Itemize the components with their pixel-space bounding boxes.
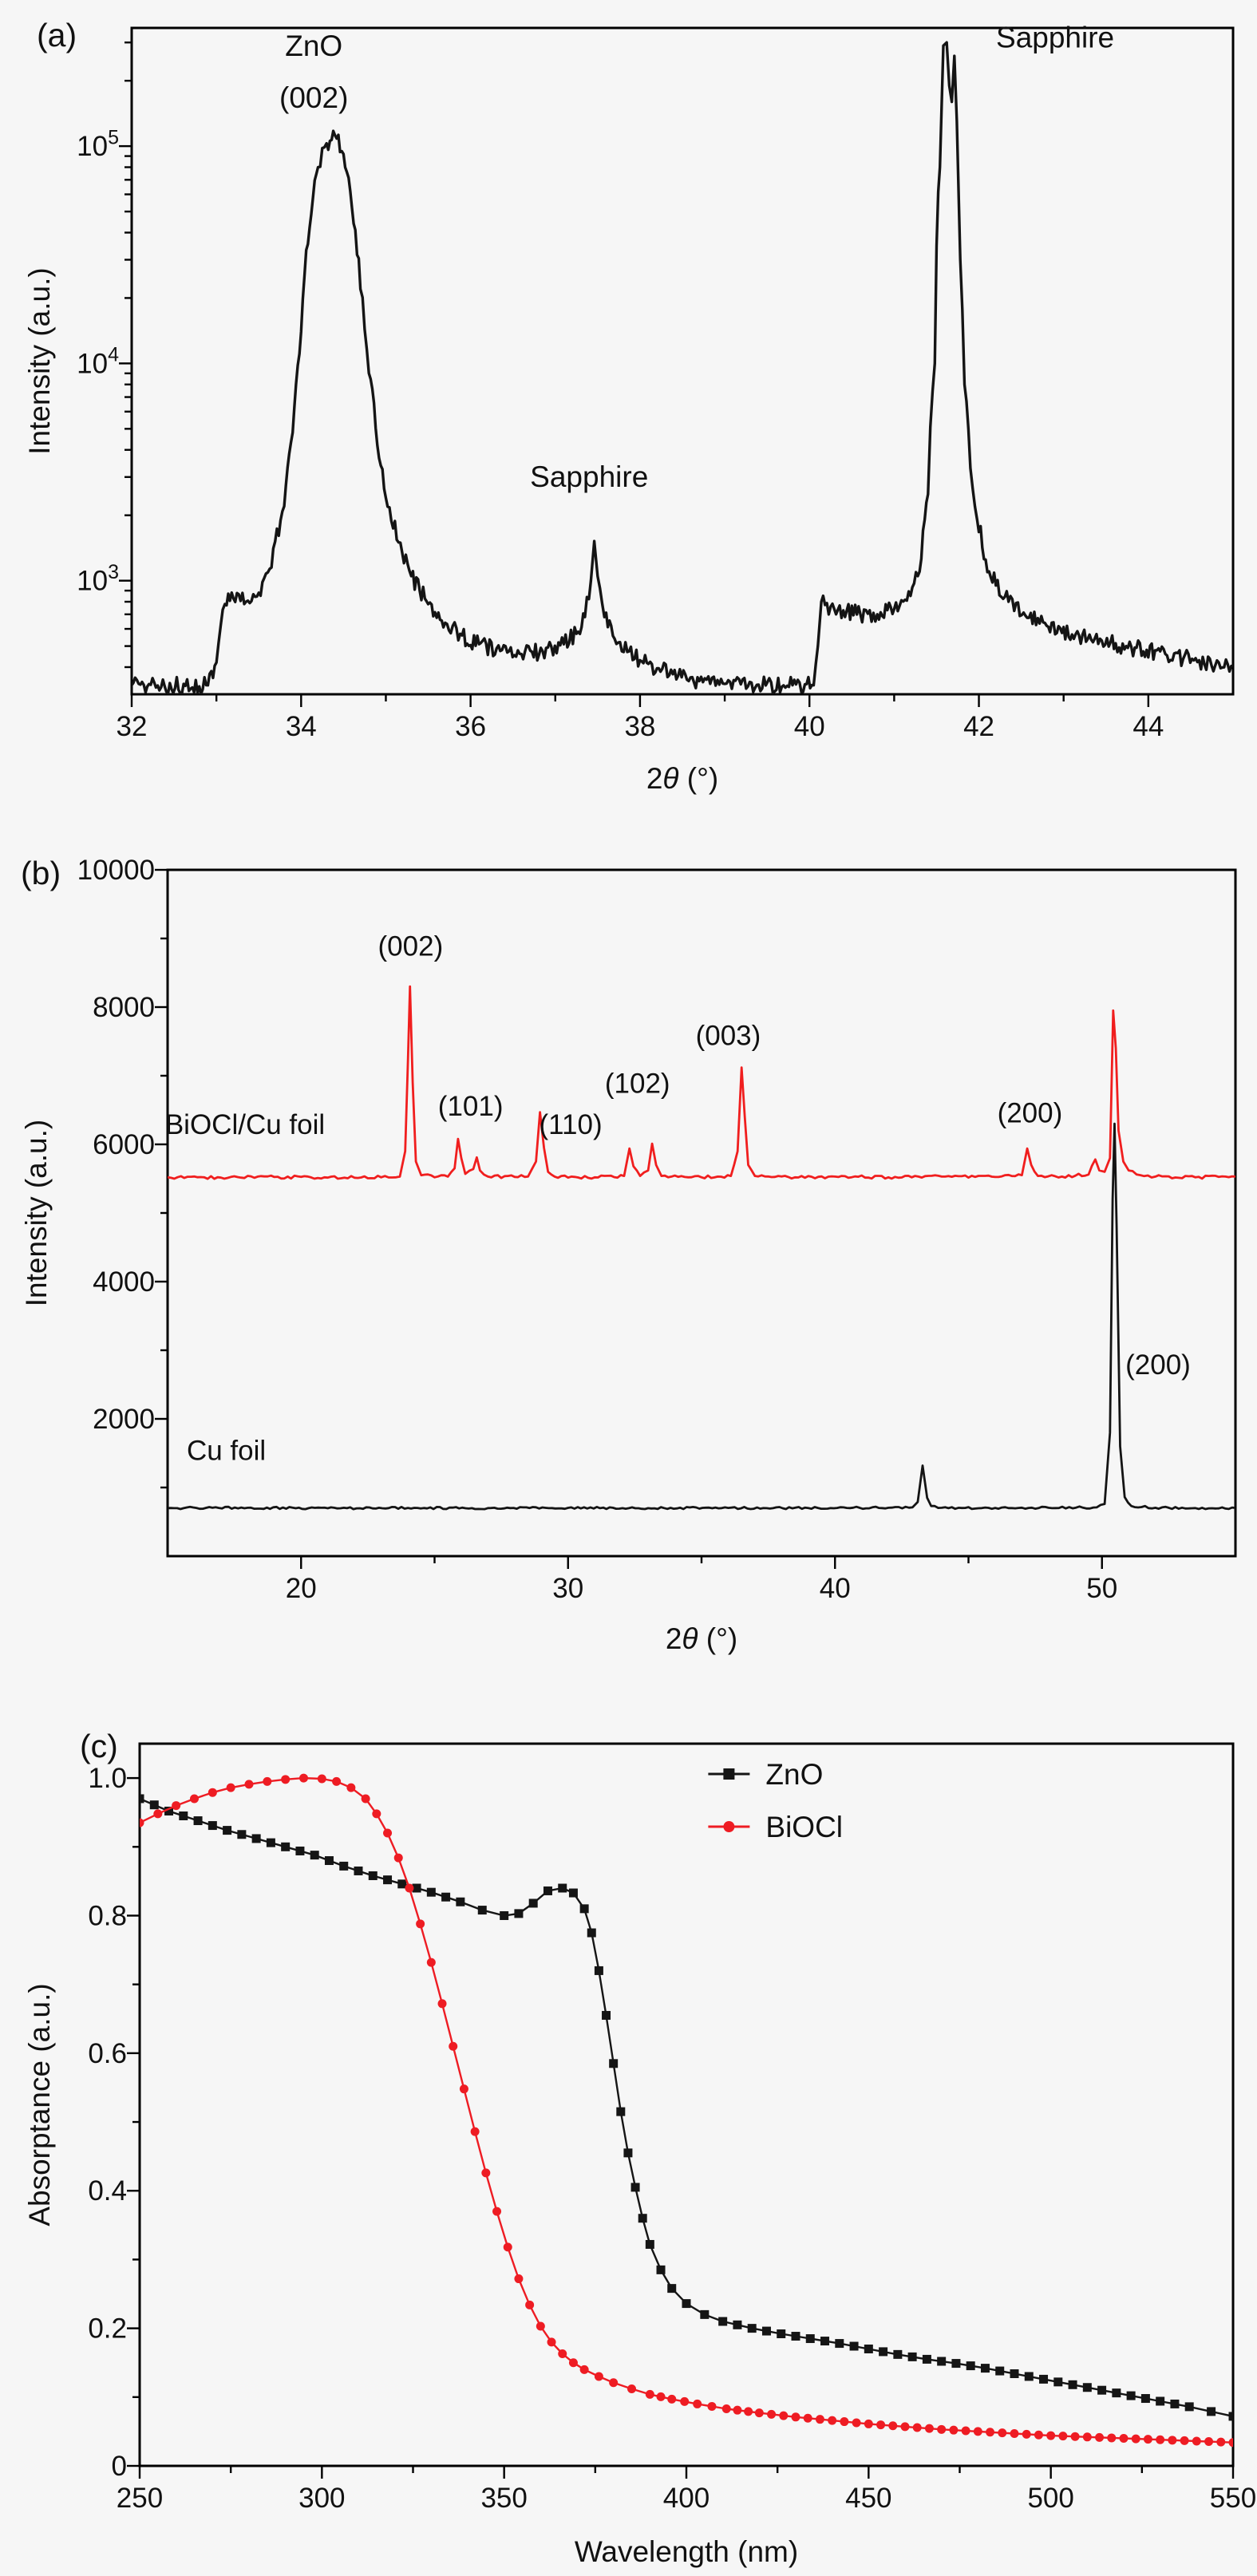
svg-text:0.4: 0.4 (88, 2175, 127, 2207)
panel-label-a: (a) (37, 17, 77, 53)
annotation-zno-0: ZnO (285, 30, 342, 62)
annotation-sapphire-3: Sapphire (996, 21, 1114, 53)
svg-text:40: 40 (794, 711, 825, 742)
panel-b: 20 30 40 50 2000 4000 6000 8000 10000 2θ (°) Inten… (0, 806, 1257, 1668)
svg-text:34: 34 (286, 711, 317, 742)
svg-text:1.0: 1.0 (88, 1763, 127, 1794)
series-zno (140, 1797, 1233, 2418)
svg-text:20: 20 (286, 1573, 317, 1604)
svg-text:44: 44 (1132, 711, 1164, 742)
svg-text:103: 103 (77, 561, 119, 597)
svg-text:450: 450 (845, 2483, 891, 2514)
annotation-002-0: (002) (378, 931, 444, 962)
chart-b-xrd-biocl-cufoil: 20 30 40 50 2000 4000 6000 8000 10000 2θ (°) Inten… (20, 855, 1237, 1655)
svg-text:0.6: 0.6 (88, 2038, 127, 2069)
series-zno-film-on-sapphire-xrd (132, 41, 1233, 694)
annotation-110-2: (110) (540, 1109, 603, 1140)
chart-a-xrd-zno-sapphire: 32 34 36 38 40 42 44 103 104 105 2θ (°) Intensity (… (23, 17, 1235, 795)
annotations: ZnO (002) Sapphire Sapphire (279, 21, 1114, 493)
tick-labels: 32 34 36 38 40 42 44 103 104 105 (77, 126, 1164, 742)
svg-text:250: 250 (117, 2483, 163, 2514)
tick-labels: 20 30 40 50 2000 4000 6000 8000 10000 (77, 855, 1118, 1604)
axis-titles: 2θ (°) Intensity (a.u.) (20, 1120, 737, 1655)
svg-text:2000: 2000 (93, 1404, 155, 1435)
panel-label-c: (c) (80, 1728, 118, 1764)
markers-biocl (140, 1773, 1233, 2448)
axis-titles: 2θ (°) Intensity (a.u.) (23, 267, 718, 795)
svg-text:42: 42 (963, 711, 994, 742)
x-axis-title: 2θ (°) (666, 1622, 737, 1655)
legend: ZnO BiOCl (708, 1758, 843, 1843)
annotation-002-1: (002) (279, 81, 348, 114)
x-axis-title: Wavelength (nm) (575, 2535, 798, 2568)
annotations: (002) (101) (110)(102) (003) (200) (200) BiOCl… (165, 931, 1191, 1467)
svg-text:500: 500 (1027, 2483, 1073, 2514)
svg-text:32: 32 (117, 711, 148, 742)
axes (119, 26, 1235, 707)
svg-text:6000: 6000 (93, 1129, 155, 1160)
legend-circle-marker-biocl (723, 1821, 735, 1833)
svg-text:400: 400 (663, 2483, 710, 2514)
x-axis-title: 2θ (°) (646, 762, 718, 795)
panel-c: 250 300 350 400 450 500 550 0 0.2 0.4 0.6 0.8 1.0 Wav… (0, 1668, 1257, 2576)
markers-zno (140, 1794, 1233, 2421)
svg-text:30: 30 (552, 1573, 583, 1604)
svg-text:550: 550 (1210, 2483, 1256, 2514)
svg-text:50: 50 (1086, 1573, 1117, 1604)
legend-label-biocl: BiOCl (765, 1811, 843, 1843)
svg-text:104: 104 (77, 344, 119, 380)
svg-text:0: 0 (112, 2451, 127, 2482)
annotation-sapphire-2: Sapphire (530, 460, 648, 493)
tick-labels: 250 300 350 400 450 500 550 0 0.2 0.4 0.6 0.8 1.0 (88, 1763, 1256, 2514)
axis-titles: Wavelength (nm) Absorptance (a.u.) (23, 1983, 798, 2568)
axes (127, 1742, 1235, 2479)
svg-text:0.8: 0.8 (88, 1900, 127, 1931)
legend-label-zno: ZnO (765, 1758, 823, 1791)
annotation-200-5: (200) (998, 1097, 1063, 1128)
svg-text:4000: 4000 (93, 1266, 155, 1298)
y-axis-title: Absorptance (a.u.) (23, 1983, 56, 2226)
svg-text:10000: 10000 (77, 855, 155, 886)
svg-text:38: 38 (624, 711, 655, 742)
axes (155, 868, 1237, 1569)
svg-text:36: 36 (455, 711, 486, 742)
legend-square-marker-zno (723, 1768, 735, 1780)
svg-text:105: 105 (77, 126, 119, 162)
svg-text:350: 350 (480, 2483, 527, 2514)
annotation-101-1: (101) (438, 1091, 504, 1122)
series-biocl-cu-foil (168, 985, 1235, 1180)
annotation-200-6: (200) (1125, 1349, 1191, 1381)
svg-text:300: 300 (298, 2483, 345, 2514)
panel-a: 32 34 36 38 40 42 44 103 104 105 2θ (°) Intensity (… (0, 0, 1257, 806)
annotation-102-3: (102) (605, 1069, 670, 1100)
svg-text:8000: 8000 (93, 992, 155, 1023)
svg-text:0.2: 0.2 (88, 2313, 127, 2345)
chart-c-absorptance-spectra: 250 300 350 400 450 500 550 0 0.2 0.4 0.6 0.8 1.0 Wav… (23, 1728, 1256, 2568)
annotation-003-4: (003) (696, 1020, 761, 1051)
y-axis-title: Intensity (a.u.) (23, 267, 56, 454)
annotation-biocl-cu-foil-7: BiOCl/Cu foil (165, 1109, 325, 1140)
panel-label-b: (b) (21, 855, 61, 891)
annotation-cu-foil-8: Cu foil (187, 1436, 266, 1467)
y-axis-title: Intensity (a.u.) (20, 1120, 53, 1306)
series-cu-foil (168, 1122, 1235, 1511)
series-biocl (140, 1776, 1233, 2444)
svg-text:40: 40 (820, 1573, 851, 1604)
